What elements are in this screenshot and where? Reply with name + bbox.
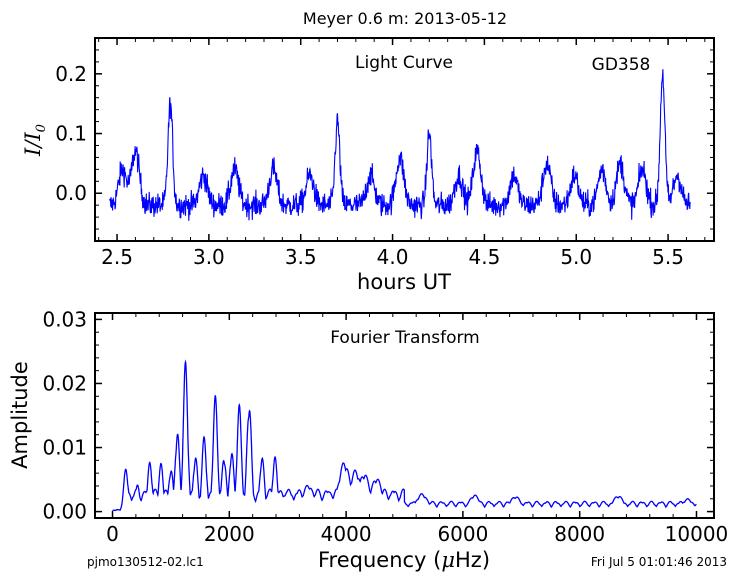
light-curve-x-axis-label: hours UT [357,270,451,294]
fourier-x-tick-label: 8000 [554,522,605,546]
fourier-y-tick-label: 0.02 [42,371,87,395]
light-curve-x-tick-label: 3.0 [193,245,225,269]
figure-title: Meyer 0.6 m: 2013-05-12 [303,9,507,28]
footer-filename: pjmo130512-02.lc1 [87,555,204,569]
light-curve-panel: 2.5 3.0 3.5 4.0 4.5 5.0 5.5 0.0 0.1 0.2 Light Cur… [21,37,715,294]
light-curve-x-tick-label: 5.5 [652,245,684,269]
fourier-y-tick-label: 0.00 [42,500,87,524]
light-curve-y-axis-label: I/I0 [21,124,49,157]
light-curve-ticks: 2.5 3.0 3.5 4.0 4.5 5.0 5.5 0.0 0.1 0.2 [55,37,714,269]
fourier-x-tick-label: 2000 [204,522,255,546]
fourier-x-axis-label: Frequency (μHz) [318,548,490,572]
fourier-y-axis-label: Amplitude [8,361,32,469]
light-curve-y-tick-label: 0.2 [55,62,87,86]
light-curve-x-tick-label: 2.5 [101,245,133,269]
fourier-plot-frame [94,312,715,519]
fourier-transform-ticks: 0 2000 4000 6000 8000 10000 0.00 0.01 0.02 0.03 [42,307,728,546]
light-curve-y-tick-label: 0.0 [55,181,87,205]
fourier-transform-series-line [112,359,697,511]
fourier-y-tick-label: 0.01 [42,436,87,460]
fourier-x-tick-label: 0 [106,522,119,546]
fourier-y-tick-label: 0.03 [42,307,87,331]
light-curve-x-tick-label: 5.0 [560,245,592,269]
light-curve-x-tick-label: 4.0 [377,245,409,269]
fourier-panel-title: Fourier Transform [330,328,479,348]
fourier-transform-panel: 0 2000 4000 6000 8000 10000 0.00 0.01 0.02 0.03 F… [8,307,728,572]
light-curve-x-tick-label: 3.5 [285,245,317,269]
light-curve-x-tick-label: 4.5 [468,245,500,269]
light-curve-series-line [109,69,691,221]
fourier-x-tick-label: 4000 [321,522,372,546]
fourier-x-tick-label: 6000 [437,522,488,546]
light-curve-panel-title: Light Curve [355,53,453,73]
light-curve-y-tick-label: 0.1 [55,122,87,146]
footer-timestamp: Fri Jul 5 01:01:46 2013 [591,555,727,569]
light-curve-plot-frame [94,37,715,242]
light-curve-star-annotation: GD358 [592,55,651,75]
fourier-x-tick-label: 10000 [665,522,729,546]
